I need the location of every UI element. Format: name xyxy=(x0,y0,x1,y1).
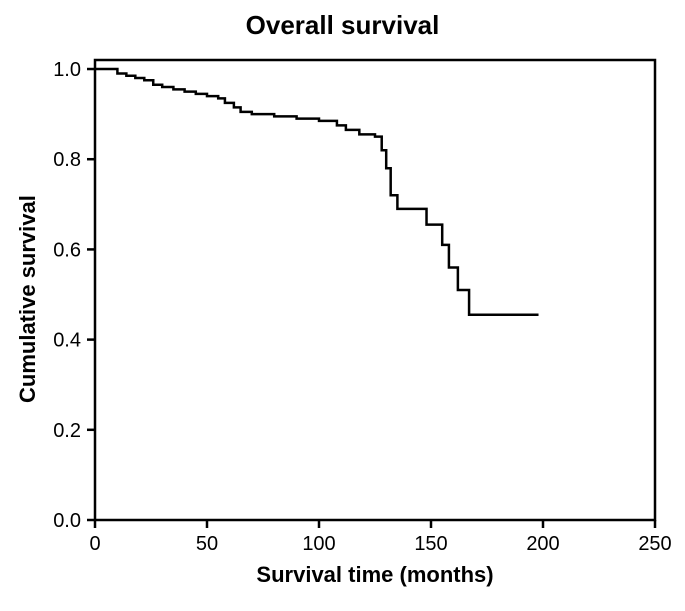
svg-text:0: 0 xyxy=(89,533,100,555)
svg-text:0.4: 0.4 xyxy=(53,330,81,352)
x-axis-label: Survival time (months) xyxy=(95,562,655,588)
svg-text:0.2: 0.2 xyxy=(53,420,81,442)
svg-text:250: 250 xyxy=(638,533,671,555)
svg-text:50: 50 xyxy=(196,533,218,555)
chart-svg: 0 50 100 150 200 250 0.0 0.2 0.4 0.6 0.8 1.0 xyxy=(0,0,685,611)
svg-text:1.0: 1.0 xyxy=(53,59,81,81)
svg-text:100: 100 xyxy=(302,533,335,555)
survival-chart: Overall survival 0 50 100 150 200 250 0.0 0.2 0.… xyxy=(0,0,685,611)
svg-text:0.8: 0.8 xyxy=(53,149,81,171)
svg-text:200: 200 xyxy=(526,533,559,555)
svg-text:150: 150 xyxy=(414,533,447,555)
svg-text:0.0: 0.0 xyxy=(53,510,81,532)
chart-title: Overall survival xyxy=(0,10,685,41)
svg-text:0.6: 0.6 xyxy=(53,239,81,261)
